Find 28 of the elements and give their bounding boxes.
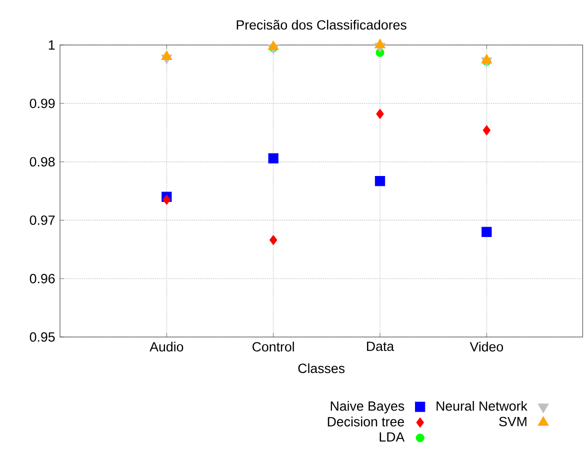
point <box>482 125 491 136</box>
x-tick-label: Audio <box>150 342 184 352</box>
legend-label: Neural Network <box>436 401 528 411</box>
x-tick-label: Control <box>252 342 294 352</box>
point <box>268 40 279 50</box>
y-tick-label: 0.96 <box>30 274 55 284</box>
legend-label: Naive Bayes <box>330 401 404 414</box>
x-tick-label: Data <box>367 342 394 352</box>
y-tick-label: 0.97 <box>30 215 55 225</box>
legend-label: Decision tree <box>328 416 404 426</box>
y-tick-label: 0.95 <box>30 332 55 342</box>
point <box>161 50 172 60</box>
y-tick-label: 1 <box>48 40 55 50</box>
x-axis-title: Classes <box>298 363 345 374</box>
point <box>374 38 386 48</box>
point <box>376 108 384 119</box>
y-tick-label: 0.99 <box>30 98 55 108</box>
legend-label: LDA <box>380 432 405 442</box>
legend-label: SVM <box>499 416 526 426</box>
point <box>482 226 492 237</box>
point <box>269 234 278 246</box>
point <box>162 194 171 205</box>
point <box>481 54 492 64</box>
point <box>374 176 386 186</box>
y-tick-label: 0.98 <box>30 157 55 167</box>
point <box>268 153 278 164</box>
chart-title: Precisão dos Classificadores <box>236 20 406 30</box>
x-tick-label: Video <box>470 342 504 352</box>
